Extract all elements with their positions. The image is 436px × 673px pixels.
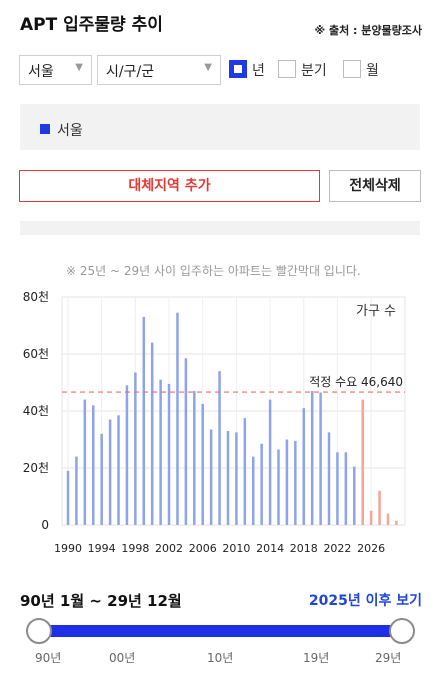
- bar-2018: [302, 408, 306, 525]
- checkbox-year-label: 년: [252, 63, 265, 79]
- chevron-down-icon: ▼: [204, 62, 212, 73]
- y-tick-label: 0: [41, 518, 49, 532]
- chart-note: ※ 25년 ~ 29년 사이 입주하는 아파트는 빨간막대 입니다.: [66, 264, 361, 278]
- region-select[interactable]: 서울 ▼: [19, 55, 92, 85]
- bar-1996: [117, 415, 120, 525]
- x-tick-label: 2010: [222, 542, 250, 555]
- bar-2000: [150, 342, 154, 525]
- bar-2023: [344, 452, 348, 525]
- selected-regions-panel: [20, 104, 420, 150]
- x-tick-label: 1994: [88, 542, 116, 555]
- x-tick-label: 2018: [290, 542, 318, 555]
- checkbox-month-label: 월: [366, 63, 379, 79]
- period-range-label: 90년 1월 ~ 29년 12월: [20, 592, 182, 610]
- view-after-2025-link[interactable]: 2025년 이후 보기: [308, 593, 422, 609]
- bar-1998: [134, 372, 137, 525]
- y-tick-label: 60천: [23, 346, 49, 361]
- bar-1999: [142, 316, 146, 525]
- slider-tick-label: 10년: [207, 651, 234, 665]
- bar-1994: [100, 433, 103, 525]
- bar-2012: [251, 456, 255, 525]
- y-tick-label: 20천: [23, 460, 49, 475]
- checkbox-month[interactable]: [343, 60, 361, 78]
- bar-2019: [310, 391, 314, 525]
- bar-2022: [336, 452, 339, 525]
- bar-2028: [386, 513, 390, 525]
- range-slider-start-handle[interactable]: [26, 618, 52, 644]
- slider-tick-label: 00년: [109, 651, 136, 665]
- x-tick-label: 2014: [256, 542, 284, 555]
- unit-label: 가구 수: [356, 304, 396, 319]
- x-tick-label: 2006: [189, 542, 217, 555]
- bar-2017: [294, 440, 297, 525]
- bar-2003: [176, 312, 179, 525]
- bar-1991: [75, 456, 78, 525]
- bar-2029: [395, 520, 398, 525]
- bar-2027: [378, 490, 381, 525]
- supply-bar-chart: 0 20천 40천 60천 80천 1990 1994 1998 2002 2006 2010 201…: [23, 289, 406, 555]
- checkbox-quarter-label: 분기: [301, 63, 327, 79]
- x-tick-label: 1990: [54, 542, 82, 555]
- checkbox-year[interactable]: [229, 60, 247, 78]
- bar-2020: [319, 392, 322, 525]
- range-slider-track[interactable]: [39, 625, 402, 637]
- bar-2009: [226, 430, 230, 525]
- source-note: ※ 출처 : 분양물량조사: [314, 24, 422, 37]
- bar-1990: [66, 470, 70, 525]
- y-tick-label: 80천: [23, 289, 49, 304]
- bar-1993: [92, 405, 95, 525]
- slider-tick-label: 19년: [303, 651, 330, 665]
- district-select[interactable]: 시/구/군 ▼: [97, 55, 221, 85]
- x-tick-label: 2022: [323, 542, 351, 555]
- demand-label: 적정 수요 46,640: [309, 375, 403, 389]
- delete-all-button[interactable]: 전체삭제: [329, 170, 421, 202]
- checkbox-quarter[interactable]: [278, 60, 296, 78]
- selected-region-label[interactable]: 서울: [57, 123, 83, 139]
- bar-2016: [285, 439, 289, 525]
- bar-1997: [125, 385, 129, 525]
- add-region-button[interactable]: 대체지역 추가: [19, 170, 320, 202]
- bar-2002: [167, 383, 171, 525]
- section-divider: [20, 221, 420, 235]
- x-tick-label: 1998: [121, 542, 149, 555]
- x-tick-label: 2002: [155, 542, 183, 555]
- bar-2013: [260, 443, 263, 525]
- region-select-value: 서울: [28, 64, 54, 80]
- chevron-down-icon: ▼: [75, 62, 83, 73]
- y-tick-label: 40천: [23, 403, 49, 418]
- bar-2011: [243, 418, 247, 525]
- bar-2007: [209, 429, 213, 525]
- x-tick-label: 2026: [357, 542, 385, 555]
- bar-1995: [108, 419, 112, 525]
- bar-2024: [353, 466, 356, 525]
- bar-2026: [369, 510, 373, 525]
- bar-2006: [201, 403, 204, 525]
- bar-2005: [193, 391, 196, 525]
- bar-2015: [277, 449, 280, 525]
- slider-tick-label: 29년: [375, 651, 402, 665]
- bar-2008: [218, 371, 221, 525]
- page-title: APT 입주물량 추이: [20, 15, 163, 35]
- bar-2004: [184, 358, 188, 525]
- bar-2010: [235, 432, 238, 525]
- bar-2001: [159, 379, 162, 525]
- bar-2021: [327, 432, 331, 525]
- bar-2025: [361, 399, 364, 525]
- bar-1992: [83, 399, 87, 525]
- bar-2014: [268, 399, 272, 525]
- region-color-swatch: [40, 124, 50, 134]
- slider-tick-label: 90년: [35, 651, 62, 665]
- range-slider-end-handle[interactable]: [389, 618, 415, 644]
- district-select-value: 시/구/군: [106, 64, 155, 80]
